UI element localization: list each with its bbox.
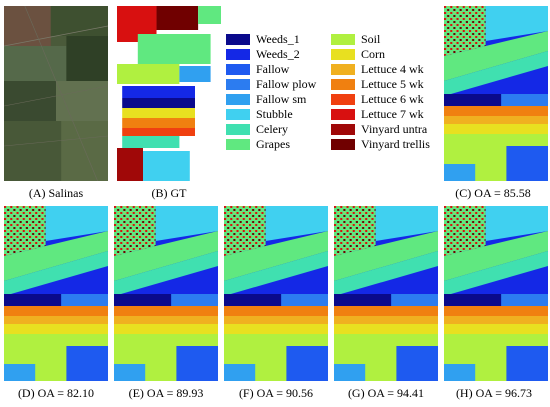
legend-swatch bbox=[226, 123, 250, 135]
legend-swatch bbox=[226, 48, 250, 60]
legend-label: Lettuce 4 wk bbox=[361, 61, 424, 76]
legend-item-stubble: Stubble bbox=[226, 107, 293, 121]
legend-swatch bbox=[331, 33, 355, 45]
legend-label: Fallow bbox=[256, 61, 290, 76]
legend-label: Fallow plow bbox=[256, 76, 317, 91]
caption-h: (H) OA = 96.73 bbox=[455, 386, 533, 400]
legend-swatch bbox=[226, 93, 250, 105]
legend-label: Weeds_2 bbox=[256, 46, 300, 61]
legend-item-lettuce-6wk: Lettuce 6 wk bbox=[331, 92, 424, 106]
legend-label: Weeds_1 bbox=[256, 31, 300, 46]
classification-map-f bbox=[224, 206, 328, 381]
legend-item-fallow-sm: Fallow sm bbox=[226, 92, 306, 106]
caption-d: (D) OA = 82.10 bbox=[17, 386, 95, 400]
legend-item-corn: Corn bbox=[331, 47, 385, 61]
caption-salinas: (A) Salinas bbox=[28, 186, 84, 200]
caption-g: (G) OA = 94.41 bbox=[347, 386, 425, 400]
legend-item-fallow: Fallow bbox=[226, 62, 289, 76]
classification-map-h bbox=[444, 206, 548, 381]
legend-swatch bbox=[226, 33, 250, 45]
classification-map-e bbox=[114, 206, 218, 381]
legend-swatch bbox=[226, 78, 250, 90]
classification-map-c bbox=[444, 6, 548, 181]
classification-map-d bbox=[4, 206, 108, 381]
legend-item-lettuce-7wk: Lettuce 7 wk bbox=[331, 107, 424, 121]
legend-label: Fallow sm bbox=[256, 91, 307, 106]
legend-item-lettuce-4wk: Lettuce 4 wk bbox=[331, 62, 424, 76]
legend-label: Lettuce 7 wk bbox=[361, 106, 424, 121]
legend-label: Lettuce 6 wk bbox=[361, 91, 424, 106]
legend-item-weeds-1: Weeds_1 bbox=[226, 32, 300, 46]
class-legend: Weeds_1 Weeds_2 Fallow Fallow plow Fallo… bbox=[226, 32, 442, 151]
caption-f: (F) OA = 90.56 bbox=[238, 386, 314, 400]
legend-label: Corn bbox=[361, 46, 385, 61]
legend-item-soil: Soil bbox=[331, 32, 380, 46]
legend-label: Vinyard untra bbox=[361, 121, 428, 136]
legend-label: Lettuce 5 wk bbox=[361, 76, 424, 91]
legend-item-grapes: Grapes bbox=[226, 137, 290, 151]
legend-swatch bbox=[226, 63, 250, 75]
caption-e: (E) OA = 89.93 bbox=[128, 386, 204, 400]
legend-label: Vinyard trellis bbox=[361, 136, 430, 151]
legend-swatch bbox=[331, 138, 355, 150]
classification-map-g bbox=[334, 206, 438, 381]
legend-item-celery: Celery bbox=[226, 122, 288, 136]
caption-c: (C) OA = 85.58 bbox=[455, 186, 531, 200]
legend-item-weeds-2: Weeds_2 bbox=[226, 47, 300, 61]
legend-swatch bbox=[331, 123, 355, 135]
legend-item-fallow-plow: Fallow plow bbox=[226, 77, 316, 91]
legend-item-lettuce-5wk: Lettuce 5 wk bbox=[331, 77, 424, 91]
legend-label: Grapes bbox=[256, 136, 290, 151]
legend-item-vinyard-trellis: Vinyard trellis bbox=[331, 137, 430, 151]
ground-truth-map bbox=[117, 6, 221, 181]
legend-swatch bbox=[226, 108, 250, 120]
salinas-satellite-image bbox=[4, 6, 108, 181]
legend-swatch bbox=[331, 48, 355, 60]
legend-swatch bbox=[226, 138, 250, 150]
legend-label: Soil bbox=[361, 31, 381, 46]
legend-item-vinyard-untra: Vinyard untra bbox=[331, 122, 427, 136]
legend-label: Stubble bbox=[256, 106, 293, 121]
legend-label: Celery bbox=[256, 121, 288, 136]
caption-gt: (B) GT bbox=[151, 186, 187, 200]
legend-swatch bbox=[331, 63, 355, 75]
legend-swatch bbox=[331, 93, 355, 105]
legend-swatch bbox=[331, 108, 355, 120]
legend-swatch bbox=[331, 78, 355, 90]
